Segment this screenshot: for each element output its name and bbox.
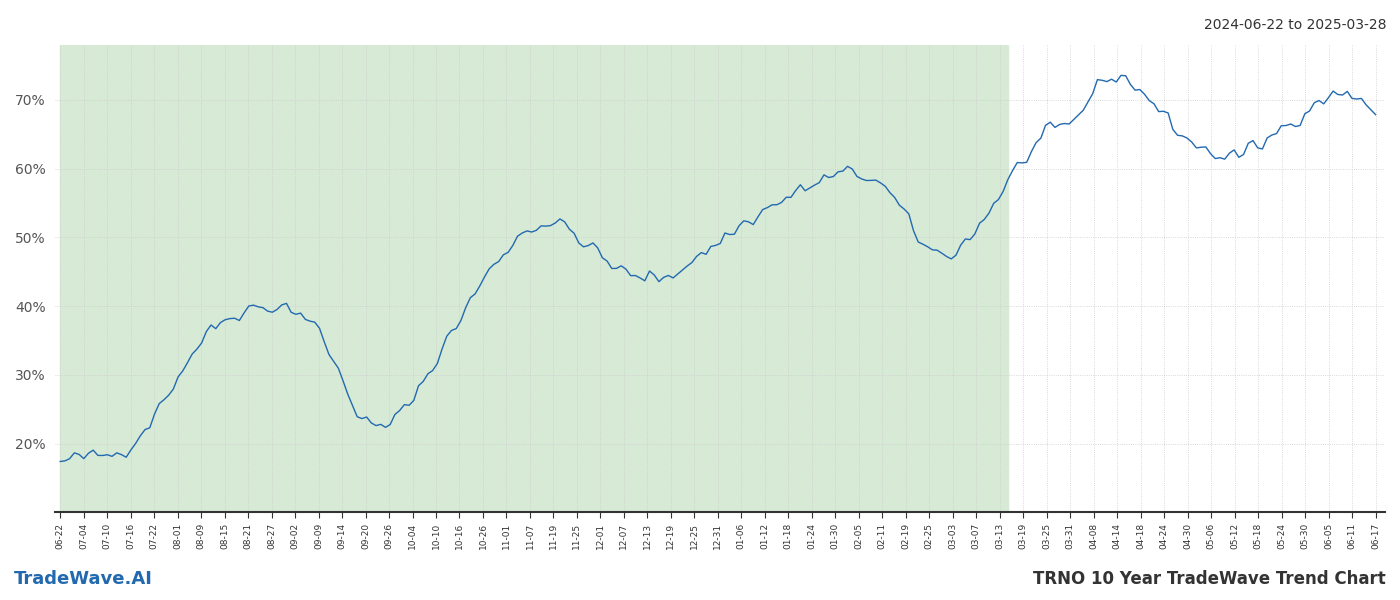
- Bar: [60, 45, 1008, 512]
- Text: TRNO 10 Year TradeWave Trend Chart: TRNO 10 Year TradeWave Trend Chart: [1033, 570, 1386, 588]
- Text: 2024-06-22 to 2025-03-28: 2024-06-22 to 2025-03-28: [1204, 18, 1386, 32]
- Text: TradeWave.AI: TradeWave.AI: [14, 570, 153, 588]
